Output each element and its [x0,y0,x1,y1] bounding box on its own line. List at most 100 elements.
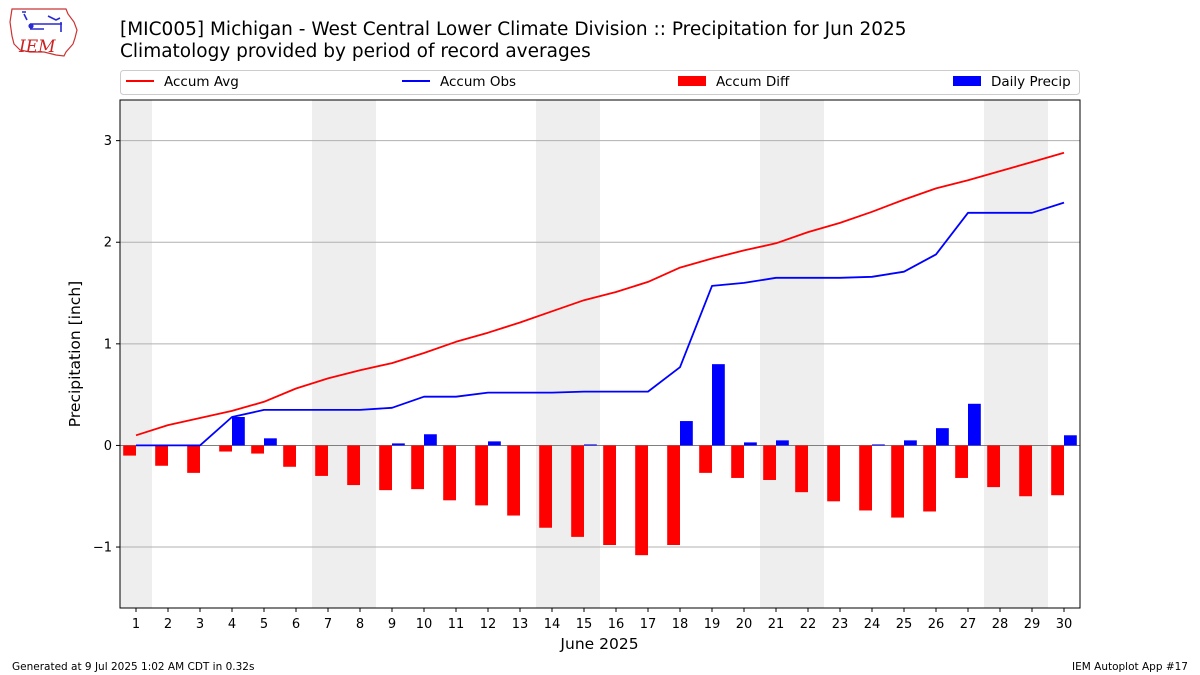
bar-accum-diff-19 [699,445,712,473]
bar-accum-diff-15 [571,445,584,537]
line-accum-obs [136,201,1065,447]
bar-daily-precip-26 [936,428,949,446]
x-tick-label-5: 5 [260,617,268,632]
y-tick-label-2: 2 [104,236,112,251]
legend-label-accum-avg: Accum Avg [164,74,239,90]
bar-accum-diff-2 [155,445,168,466]
bar-accum-diff-24 [859,445,872,511]
y-axis-label: Precipitation [inch] [66,281,84,427]
x-tick-label-13: 13 [512,617,529,632]
bar-accum-diff-26 [923,445,936,512]
bar-daily-precip-30 [1064,435,1077,446]
bar-daily-precip-12 [488,441,501,446]
legend-swatch-accum-diff [678,76,706,86]
x-tick-label-7: 7 [324,617,332,632]
x-tick-label-15: 15 [576,617,593,632]
chart-title: [MIC005] Michigan - West Central Lower C… [120,19,907,40]
x-tick-label-24: 24 [864,617,881,632]
x-tick-label-8: 8 [356,617,364,632]
bar-daily-precip-24 [872,444,885,446]
bar-accum-diff-3 [187,445,200,473]
weather-icons-shape [22,11,62,32]
bar-daily-precip-15 [584,444,597,446]
logo-dot-shape [28,23,34,29]
bar-accum-diff-20 [731,445,744,478]
y-axis: −1 0 1 2 3 [93,134,120,556]
weekend-band-1 [312,100,376,608]
bar-daily-precip-27 [968,403,981,446]
x-tick-label-19: 19 [704,617,721,632]
chart-subtitle: Climatology provided by period of record… [120,41,591,62]
legend-label-accum-diff: Accum Diff [716,74,790,90]
x-tick-label-29: 29 [1024,617,1041,632]
bar-daily-precip-5 [264,438,277,446]
legend-swatch-daily-precip [953,76,981,86]
x-tick-label-10: 10 [416,617,433,632]
bar-accum-diff-14 [539,445,552,528]
bar-accum-diff-1 [123,445,136,456]
weekend-band-2 [536,100,600,608]
bar-daily-precip-21 [776,440,789,446]
bar-accum-diff-28 [987,445,1000,488]
bar-accum-diff-10 [411,445,424,490]
bar-accum-diff-17 [635,445,648,556]
x-axis-label: June 2025 [559,635,638,653]
x-tick-label-20: 20 [736,617,753,632]
x-tick-label-22: 22 [800,617,817,632]
footer-generated-text: Generated at 9 Jul 2025 1:02 AM CDT in 0… [12,661,254,673]
footer-app-text: IEM Autoplot App #17 [1072,661,1188,673]
bar-accum-diff-27 [955,445,968,478]
legend-box [120,70,1080,95]
x-tick-label-28: 28 [992,617,1009,632]
bar-accum-diff-13 [507,445,520,516]
bar-accum-diff-12 [475,445,488,506]
state-outline-shape [9,8,78,57]
bar-accum-diff-30 [1051,445,1064,496]
y-tick-label--1: −1 [93,541,112,556]
weekend-band-4 [984,100,1048,608]
x-tick-label-21: 21 [768,617,785,632]
x-tick-label-17: 17 [640,617,657,632]
bar-accum-diff-16 [603,445,616,546]
bar-accum-diff-25 [891,445,904,518]
x-tick-label-6: 6 [292,617,300,632]
legend: Accum Avg Accum Obs Accum Diff Daily Pre… [120,70,1080,95]
x-tick-label-25: 25 [896,617,913,632]
bar-daily-precip-9 [392,443,405,446]
plot-frame [119,99,1081,609]
x-tick-label-3: 3 [196,617,204,632]
bar-accum-diff-18 [667,445,680,546]
x-tick-label-9: 9 [388,617,396,632]
x-tick-label-18: 18 [672,617,689,632]
bar-accum-diff-8 [347,445,360,486]
x-tick-label-14: 14 [544,617,561,632]
bar-accum-diff-6 [283,445,296,467]
bar-daily-precip-10 [424,434,437,446]
legend-label-daily-precip: Daily Precip [991,74,1071,90]
x-tick-label-12: 12 [480,617,497,632]
bar-accum-diff-22 [795,445,808,493]
x-tick-label-23: 23 [832,617,849,632]
bar-accum-diff-29 [1019,445,1032,497]
weekend-band-3 [760,100,824,608]
x-tick-label-30: 30 [1056,617,1073,632]
x-tick-label-2: 2 [164,617,172,632]
grid-lines [120,140,1080,548]
x-tick-label-4: 4 [228,617,236,632]
bar-daily-precip-4 [232,416,245,446]
x-tick-label-16: 16 [608,617,625,632]
bar-accum-diff-23 [827,445,840,502]
y-tick-label-0: 0 [104,439,112,454]
y-tick-label-1: 1 [104,337,112,352]
legend-label-accum-obs: Accum Obs [440,74,516,90]
line-accum-avg [135,151,1065,437]
x-tick-label-27: 27 [960,617,977,632]
x-tick-label-26: 26 [928,617,945,632]
series-lines [135,151,1065,447]
logo-text: IEM [18,37,56,57]
y-tick-label-3: 3 [104,134,112,149]
bar-daily-precip-19 [712,364,725,446]
bar-accum-diff-5 [251,445,264,454]
iem-logo: IEM [9,8,78,57]
